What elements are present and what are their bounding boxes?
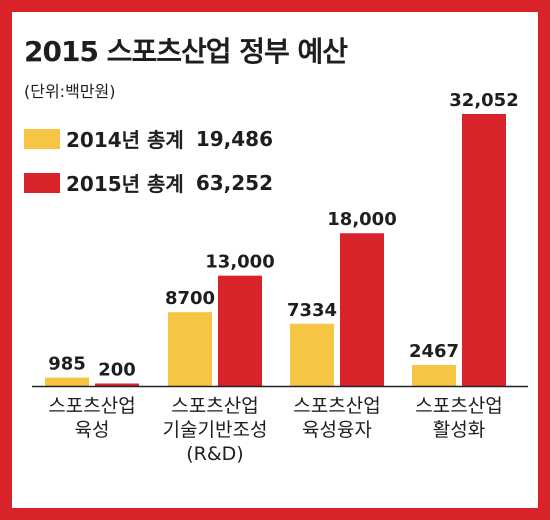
category-label-4-line-2: 활성화 bbox=[433, 419, 485, 441]
bar-2014-2 bbox=[168, 312, 212, 386]
value-label-2014-3: 7334 bbox=[287, 300, 337, 321]
legend-total-2015: 63,252 bbox=[195, 170, 274, 195]
bar-2014-4 bbox=[412, 365, 456, 386]
value-label-2015-1: 200 bbox=[98, 360, 136, 381]
unit-label: (단위:백만원) bbox=[24, 82, 116, 101]
legend-swatch-2014 bbox=[24, 128, 60, 149]
value-label-2015-4: 32,052 bbox=[449, 90, 518, 111]
bar-2014-1 bbox=[45, 377, 89, 386]
category-label-1-line-2: 육성 bbox=[75, 419, 110, 441]
legend-swatch-2015 bbox=[24, 172, 60, 193]
category-label-2-line-3: (R&D) bbox=[186, 443, 243, 465]
bar-2015-2 bbox=[218, 275, 262, 386]
value-label-2015-2: 13,000 bbox=[205, 252, 274, 273]
category-label-4-line-1: 스포츠산업 bbox=[415, 395, 502, 417]
legend-total-2014: 19,486 bbox=[195, 126, 274, 151]
legend-item-2014: 2014년 총계 19,486 bbox=[24, 124, 273, 153]
legend-label-2014: 2014년 총계 bbox=[66, 128, 184, 152]
chart-panel bbox=[12, 12, 538, 508]
value-label-2014-4: 2467 bbox=[409, 341, 459, 362]
value-label-2014-2: 8700 bbox=[165, 288, 215, 309]
category-label-3-line-1: 스포츠산업 bbox=[293, 395, 380, 417]
bar-2014-3 bbox=[290, 323, 334, 386]
category-label-1-line-1: 스포츠산업 bbox=[48, 395, 135, 417]
bar-2015-4 bbox=[462, 114, 506, 386]
category-label-3-line-2: 육성융자 bbox=[302, 419, 372, 441]
bar-2015-3 bbox=[340, 233, 384, 386]
category-label-2-line-2: 기술기반조성 bbox=[163, 419, 268, 441]
bar-2015-1 bbox=[95, 383, 139, 386]
legend-label-2015: 2015년 총계 bbox=[66, 172, 184, 196]
value-label-2015-3: 18,000 bbox=[327, 209, 396, 230]
legend-item-2015: 2015년 총계 63,252 bbox=[24, 168, 273, 197]
category-label-2-line-1: 스포츠산업 bbox=[171, 395, 258, 417]
chart-title: 2015 스포츠산업 정부 예산 bbox=[24, 35, 348, 68]
value-label-2014-1: 985 bbox=[48, 354, 86, 375]
